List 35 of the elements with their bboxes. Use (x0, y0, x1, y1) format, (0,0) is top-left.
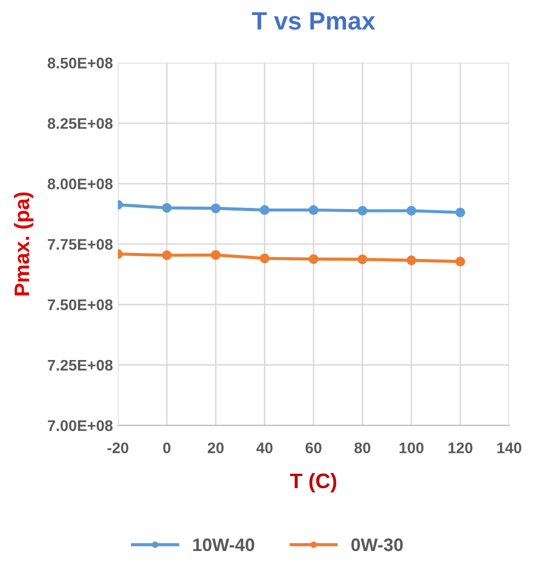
x-tick-label: -20 (107, 442, 128, 454)
x-tick-label: 140 (497, 442, 522, 454)
x-tick-label: 60 (306, 442, 322, 454)
point (358, 206, 368, 216)
legend-label: 10W-40 (193, 538, 254, 552)
x-tick-label: 80 (354, 442, 370, 454)
x-tick-label: 0 (163, 442, 170, 454)
point (406, 255, 416, 266)
x-tick-label: 120 (448, 442, 472, 454)
x-tick-label: 20 (208, 442, 224, 454)
y-tick-label: 8.25E+08 (48, 118, 113, 129)
point (358, 254, 368, 264)
point (210, 250, 221, 260)
point (455, 256, 466, 266)
chart-title: T vs Pmax (252, 12, 376, 30)
point (308, 254, 318, 264)
point (210, 203, 221, 214)
point (162, 250, 172, 260)
point (260, 205, 270, 215)
y-axis-title: Pmax. (pa) (14, 192, 34, 296)
y-tick-label: 7.25E+08 (48, 360, 113, 371)
point (406, 206, 416, 216)
y-tick-label: 8.00E+08 (48, 178, 113, 190)
point (308, 205, 318, 215)
x-tick-label: 100 (400, 442, 424, 454)
x-axis-title: T (C) (290, 472, 336, 492)
y-tick-label: 7.50E+08 (48, 299, 113, 310)
y-tick-label: 8.50E+08 (48, 58, 113, 68)
point (162, 202, 172, 213)
point (455, 208, 466, 218)
legend-label: 0W-30 (351, 538, 403, 552)
y-tick-label: 7.75E+08 (48, 238, 113, 250)
x-tick-label: 40 (256, 442, 273, 454)
point (260, 254, 270, 264)
y-tick-label: 7.00E+08 (48, 420, 113, 432)
